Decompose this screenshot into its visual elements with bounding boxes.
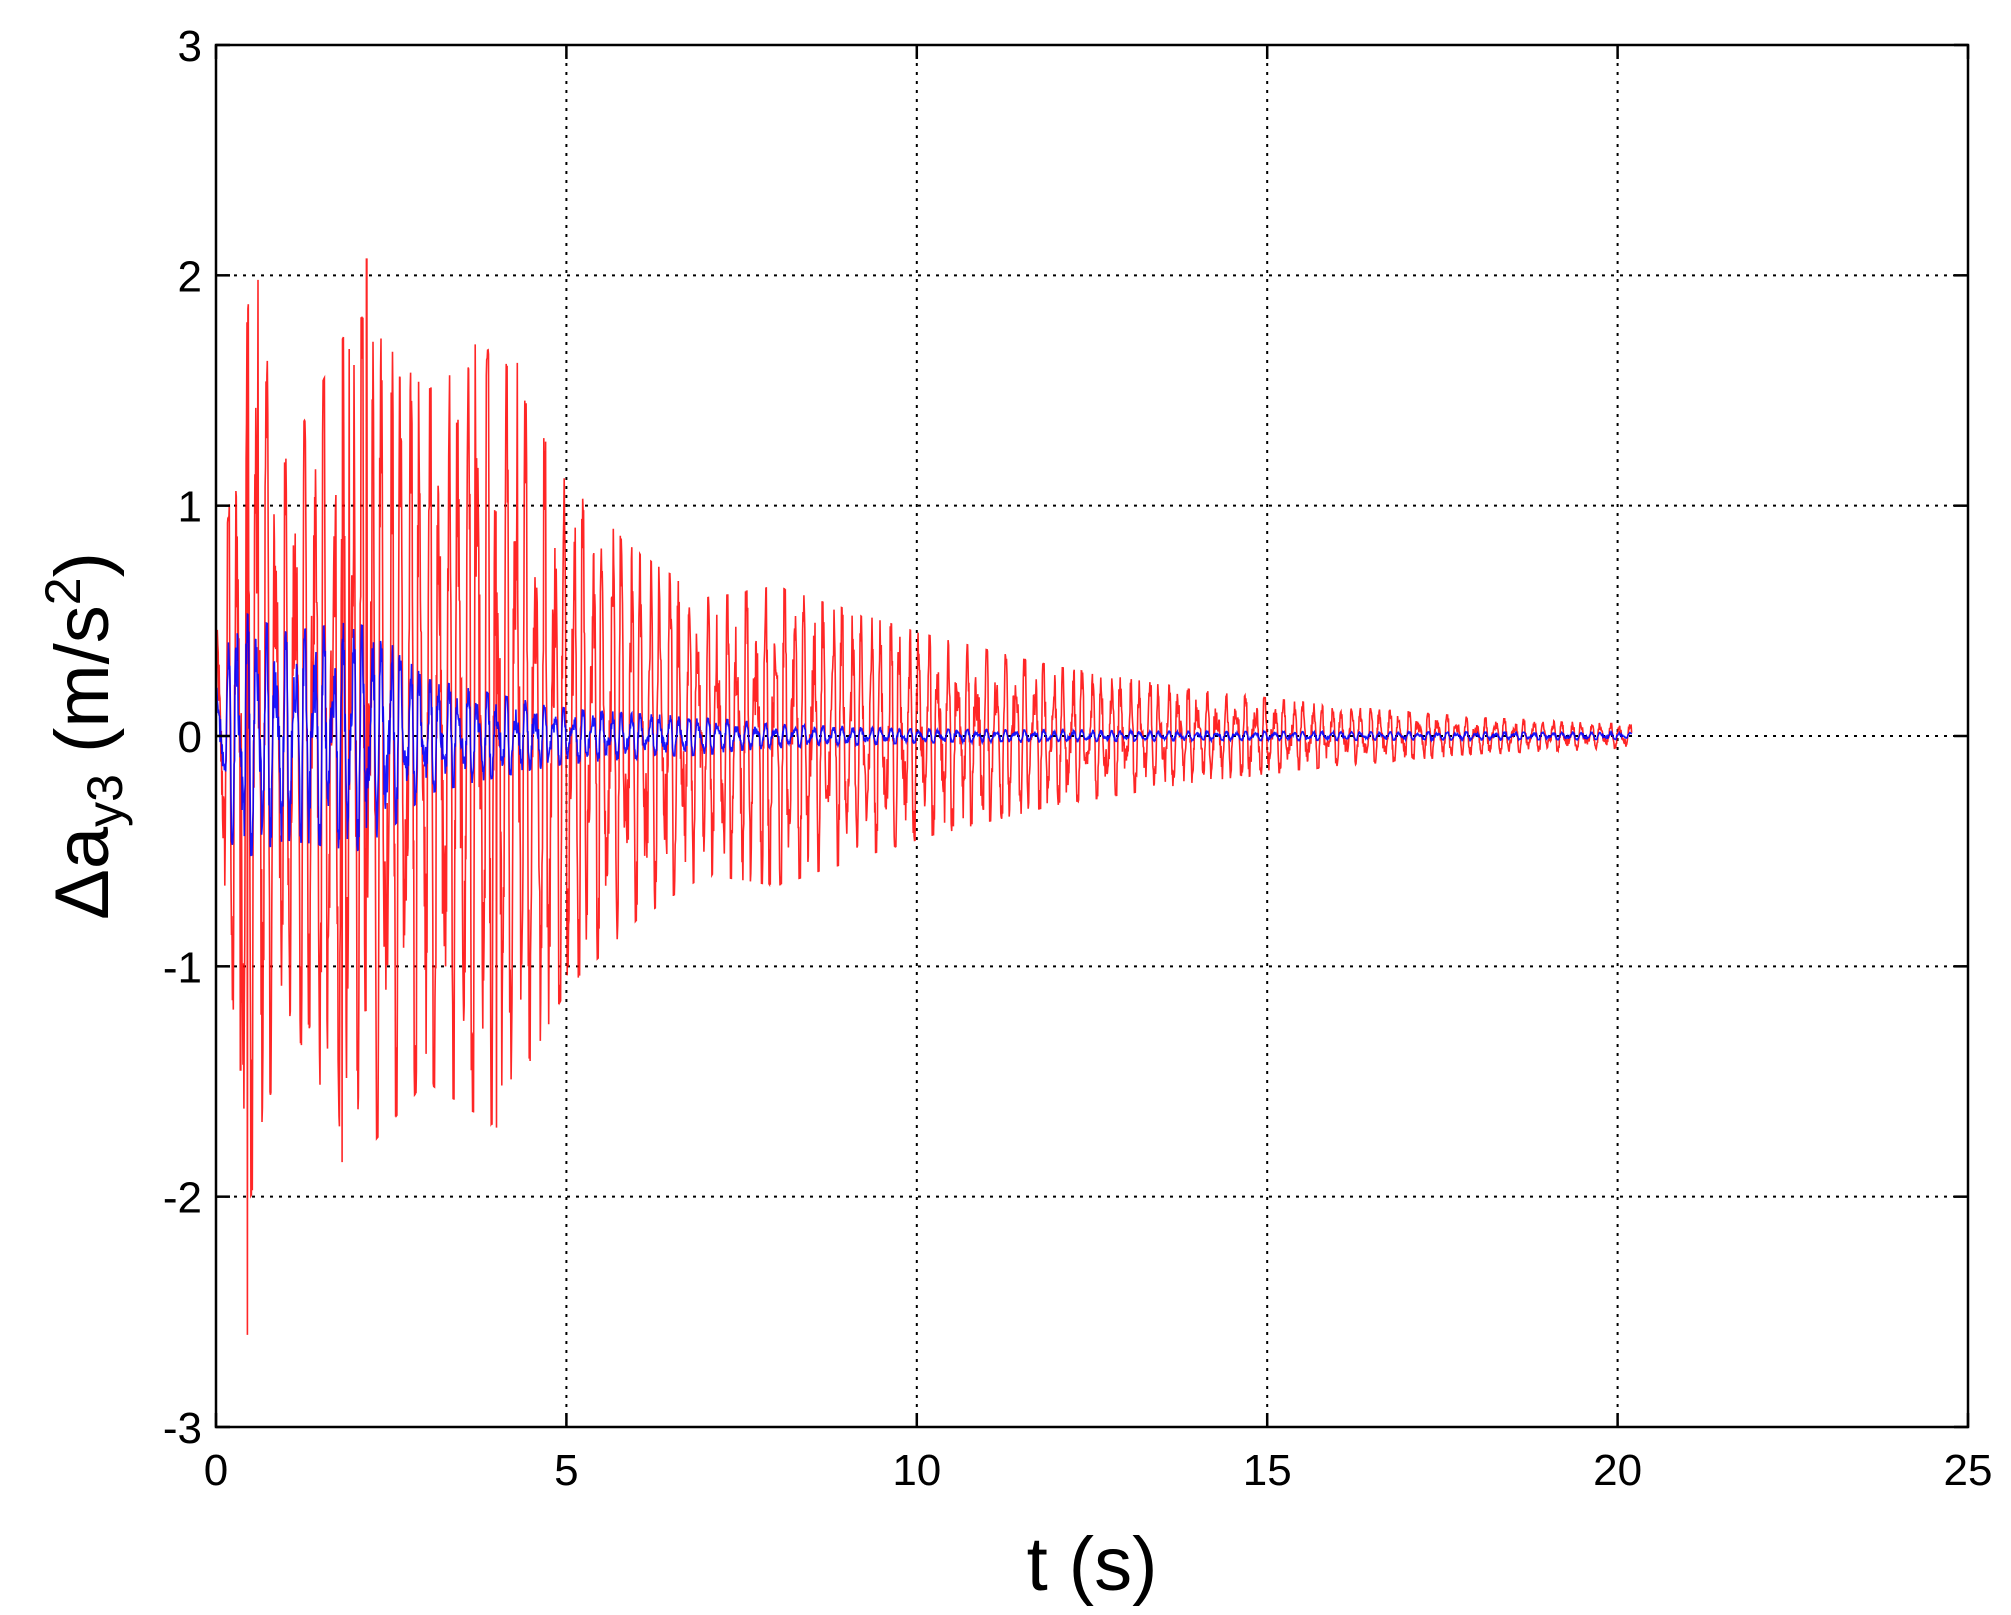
y-axis-label-superscript: 2 — [35, 577, 91, 605]
y-axis-label-unit: (m/s — [40, 605, 125, 774]
series-line-red — [215, 258, 1633, 1335]
x-tick-label: 15 — [1243, 1446, 1292, 1495]
y-tick-label: 2 — [178, 252, 202, 301]
series-line-blue — [215, 613, 1633, 857]
y-tick-label: 3 — [178, 22, 202, 71]
y-axis-label-subscript: y3 — [77, 774, 133, 827]
x-tick-label: 0 — [204, 1446, 228, 1495]
series-layer — [215, 258, 1633, 1335]
grid-lines — [216, 45, 1968, 1427]
y-tick-label: 1 — [178, 483, 202, 532]
y-tick-label: -2 — [163, 1174, 202, 1223]
x-axis-label: t (s) — [1027, 1522, 1158, 1607]
y-axis-label-prefix: Δa — [40, 826, 125, 920]
x-tick-label: 10 — [892, 1446, 941, 1495]
x-tick-label: 5 — [554, 1446, 578, 1495]
x-tick-label: 20 — [1593, 1446, 1642, 1495]
y-tick-label: -1 — [163, 943, 202, 992]
x-tick-label: 25 — [1944, 1446, 1993, 1495]
y-tick-label: -3 — [163, 1404, 202, 1453]
y-axis-label-close: ) — [40, 552, 125, 577]
y-tick-label: 0 — [178, 713, 202, 762]
y-axis-label: Δay3 (m/s2) — [35, 552, 133, 920]
